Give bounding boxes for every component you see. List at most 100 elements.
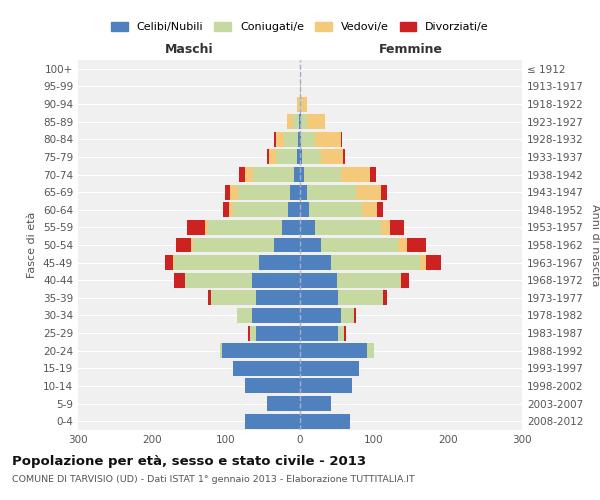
Bar bbox=[321, 150, 343, 164]
Bar bbox=[300, 308, 341, 323]
Bar bbox=[390, 220, 404, 235]
Bar bbox=[300, 79, 301, 94]
Bar bbox=[208, 290, 211, 306]
Bar bbox=[398, 238, 407, 252]
Bar bbox=[300, 114, 301, 129]
Bar bbox=[370, 167, 376, 182]
Bar bbox=[337, 273, 400, 287]
Bar bbox=[307, 114, 325, 129]
Bar bbox=[420, 255, 426, 270]
Bar bbox=[297, 96, 299, 112]
Bar bbox=[269, 150, 277, 164]
Bar bbox=[238, 184, 290, 200]
Bar bbox=[176, 238, 191, 252]
Bar bbox=[341, 167, 370, 182]
Bar bbox=[301, 96, 307, 112]
Bar bbox=[300, 150, 302, 164]
Bar bbox=[400, 273, 401, 287]
Bar bbox=[287, 114, 293, 129]
Bar bbox=[307, 184, 355, 200]
Bar bbox=[407, 238, 426, 252]
Bar bbox=[299, 114, 300, 129]
Bar bbox=[256, 290, 300, 306]
Bar bbox=[174, 273, 185, 287]
Bar bbox=[354, 308, 355, 323]
Bar bbox=[294, 167, 300, 182]
Bar bbox=[222, 343, 300, 358]
Bar bbox=[245, 378, 300, 394]
Bar bbox=[288, 202, 300, 218]
Bar bbox=[187, 220, 205, 235]
Bar bbox=[191, 238, 193, 252]
Bar bbox=[275, 132, 284, 147]
Bar bbox=[205, 220, 208, 235]
Bar bbox=[300, 132, 301, 147]
Bar bbox=[331, 255, 420, 270]
Bar bbox=[300, 378, 352, 394]
Text: COMUNE DI TARVISIO (UD) - Dati ISTAT 1° gennaio 2013 - Elaborazione TUTTITALIA.I: COMUNE DI TARVISIO (UD) - Dati ISTAT 1° … bbox=[12, 475, 415, 484]
Bar bbox=[367, 343, 374, 358]
Bar bbox=[344, 326, 346, 340]
Text: Maschi: Maschi bbox=[164, 44, 214, 57]
Legend: Celibi/Nubili, Coniugati/e, Vedovi/e, Divorziati/e: Celibi/Nubili, Coniugati/e, Vedovi/e, Di… bbox=[107, 18, 493, 37]
Bar bbox=[383, 290, 386, 306]
Bar bbox=[237, 308, 252, 323]
Y-axis label: Anni di nascita: Anni di nascita bbox=[590, 204, 600, 286]
Bar bbox=[343, 150, 345, 164]
Bar bbox=[300, 255, 331, 270]
Bar bbox=[355, 184, 382, 200]
Bar bbox=[274, 238, 300, 252]
Bar bbox=[301, 132, 315, 147]
Bar bbox=[382, 220, 390, 235]
Bar bbox=[362, 202, 377, 218]
Bar bbox=[300, 326, 338, 340]
Bar bbox=[248, 326, 250, 340]
Bar bbox=[309, 202, 362, 218]
Bar bbox=[300, 220, 315, 235]
Bar bbox=[299, 96, 300, 112]
Bar bbox=[252, 273, 300, 287]
Bar bbox=[284, 132, 298, 147]
Bar bbox=[252, 308, 300, 323]
Bar bbox=[338, 290, 383, 306]
Bar bbox=[166, 255, 173, 270]
Text: Femmine: Femmine bbox=[379, 44, 443, 57]
Bar bbox=[259, 255, 300, 270]
Bar bbox=[426, 255, 440, 270]
Text: Popolazione per età, sesso e stato civile - 2013: Popolazione per età, sesso e stato civil… bbox=[12, 455, 366, 468]
Bar bbox=[230, 184, 238, 200]
Bar bbox=[300, 167, 304, 182]
Bar bbox=[174, 255, 259, 270]
Bar bbox=[341, 308, 354, 323]
Bar bbox=[290, 184, 300, 200]
Bar bbox=[185, 273, 252, 287]
Bar bbox=[300, 290, 338, 306]
Bar bbox=[300, 273, 337, 287]
Bar bbox=[233, 361, 300, 376]
Bar bbox=[250, 326, 256, 340]
Bar bbox=[245, 167, 253, 182]
Bar bbox=[300, 96, 301, 112]
Bar bbox=[233, 202, 288, 218]
Bar bbox=[315, 220, 382, 235]
Bar bbox=[298, 132, 300, 147]
Bar bbox=[401, 273, 409, 287]
Bar bbox=[229, 202, 233, 218]
Bar bbox=[321, 238, 398, 252]
Bar bbox=[300, 361, 359, 376]
Bar bbox=[341, 132, 342, 147]
Bar bbox=[208, 220, 281, 235]
Bar bbox=[300, 396, 331, 411]
Bar bbox=[245, 414, 300, 428]
Bar bbox=[315, 132, 341, 147]
Bar bbox=[300, 414, 350, 428]
Bar bbox=[281, 220, 300, 235]
Bar bbox=[382, 184, 388, 200]
Bar bbox=[253, 167, 294, 182]
Bar bbox=[302, 150, 321, 164]
Bar bbox=[304, 167, 341, 182]
Bar bbox=[301, 114, 307, 129]
Bar bbox=[297, 150, 300, 164]
Bar bbox=[173, 255, 174, 270]
Bar bbox=[300, 343, 367, 358]
